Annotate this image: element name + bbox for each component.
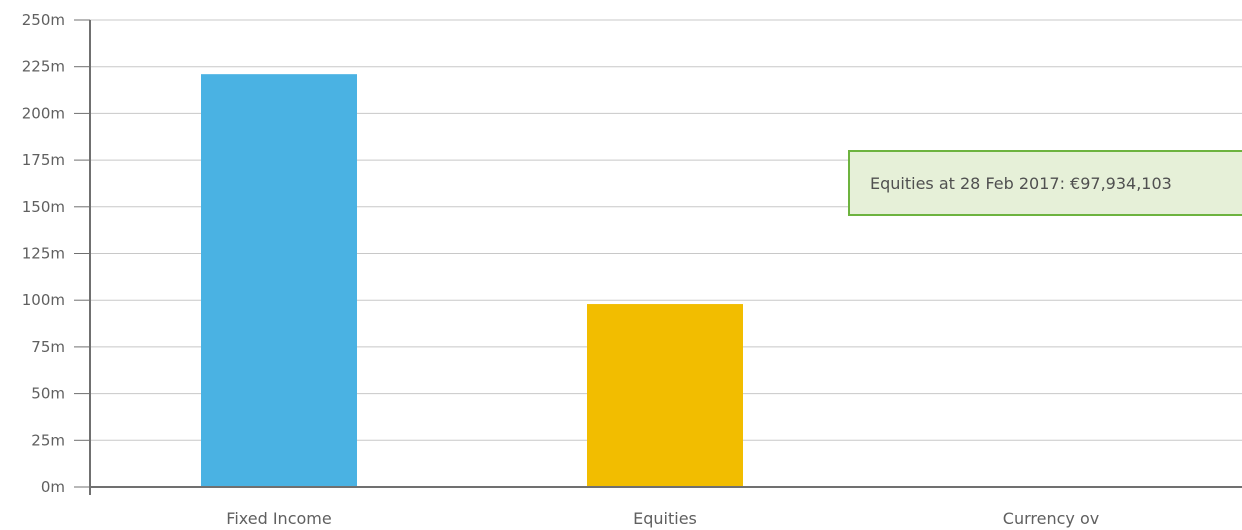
tooltip-text: Equities at 28 Feb 2017: €97,934,103 <box>870 174 1172 193</box>
bar-equities <box>587 304 743 487</box>
y-axis-tick-label: 25m <box>31 431 65 449</box>
bars <box>201 74 743 487</box>
y-axis-tick-label: 0m <box>41 478 65 496</box>
x-axis-category-label: Equities <box>633 509 697 528</box>
y-axis-tick-label: 225m <box>22 58 65 76</box>
y-axis-tick-label: 175m <box>22 151 65 169</box>
y-axis-tick-labels: 0m 25m 50m 75m 100m 125m 150m 175m 200m 225m 250m <box>22 11 65 496</box>
y-axis-tick-label: 100m <box>22 291 65 309</box>
y-axis-tick-label: 50m <box>31 385 65 403</box>
tooltip: Equities at 28 Feb 2017: €97,934,103 <box>848 150 1242 216</box>
y-axis-tick-label: 250m <box>22 11 65 29</box>
y-axis-tick-label: 200m <box>22 104 65 122</box>
axes <box>74 19 1242 495</box>
x-axis-category-label: Fixed Income <box>226 509 331 528</box>
x-axis-category-label: Currency ov <box>1003 509 1099 528</box>
y-axis-tick-label: 125m <box>22 245 65 263</box>
bar-fixed-income <box>201 74 357 487</box>
x-axis-category-labels: Fixed Income Equities Currency ov <box>226 509 1099 528</box>
tooltip-box <box>848 150 1242 216</box>
y-axis-tick-label: 150m <box>22 198 65 216</box>
y-axis-tick-label: 75m <box>31 338 65 356</box>
